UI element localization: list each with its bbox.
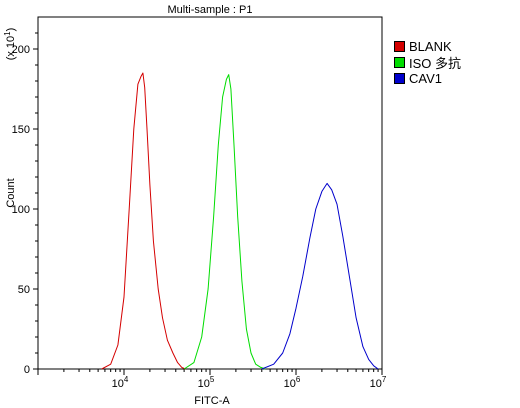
- legend-swatch-blank: [394, 40, 405, 52]
- y-tick-label: 0: [24, 364, 30, 376]
- chart-title: Multi-sample : P1: [168, 4, 253, 16]
- y-tick-label: 200: [12, 44, 30, 56]
- legend-item-cav1: CAV1: [394, 70, 461, 86]
- y-tick-label: 150: [12, 124, 30, 136]
- legend-item-blank: BLANK: [394, 38, 461, 54]
- legend-label-iso: ISO 多抗: [409, 55, 462, 71]
- series-line-1: [183, 74, 266, 370]
- series-line-2: [261, 182, 379, 370]
- x-tick-label: 106: [284, 375, 301, 390]
- y-axis-label: Count: [5, 178, 17, 207]
- legend: BLANK ISO 多抗 CAV1: [394, 38, 461, 86]
- histogram-series: [101, 72, 379, 370]
- legend-label-blank: BLANK: [409, 38, 452, 54]
- legend-swatch-cav1: [394, 72, 405, 84]
- y-scale-suffix: ): [5, 28, 17, 32]
- y-tick-label: 100: [12, 204, 30, 216]
- y-scale-prefix: (x 10: [5, 36, 17, 60]
- y-tick-label: 50: [18, 284, 30, 296]
- y-scale-label: (x 101): [3, 28, 18, 61]
- legend-item-iso: ISO 多抗: [394, 54, 462, 71]
- series-line-0: [101, 72, 186, 370]
- legend-label-cav1: CAV1: [409, 70, 442, 86]
- x-axis-ticks: 104 105 106 107: [37, 369, 387, 390]
- plot-frame: [37, 16, 383, 370]
- x-axis-label: FITC-A: [194, 395, 230, 407]
- x-tick-label: 105: [198, 375, 215, 390]
- y-scale-exp: 1: [3, 31, 12, 36]
- x-tick-label: 107: [370, 375, 387, 390]
- y-axis-ticks: 0 50 100 150 200: [12, 32, 38, 376]
- x-tick-label: 104: [112, 375, 129, 390]
- legend-swatch-iso: [394, 56, 405, 68]
